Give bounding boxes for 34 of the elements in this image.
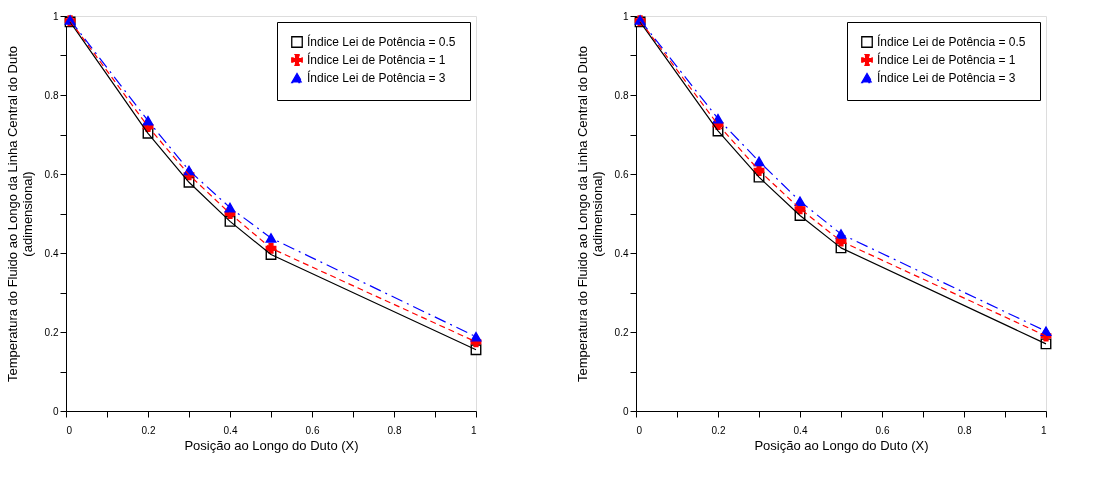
x-tick-label: 1 (470, 424, 477, 436)
y-tick-label: 0 (52, 405, 59, 417)
legend-label: Índice Lei de Potência = 0.5 (877, 34, 1026, 49)
x-tick-label: 0.6 (305, 424, 320, 436)
x-tick-label: 0.6 (875, 424, 890, 436)
x-tick-label: 0.2 (711, 424, 726, 436)
x-tick-label: 0 (66, 424, 73, 436)
x-tick-label: 0.2 (141, 424, 156, 436)
y-axis-title: Temperatura do Fluido ao Longo da Linha Central do Duto (adimensional) (574, 45, 605, 383)
x-tick-label: 0.8 (387, 424, 402, 436)
y-tick-label: 0.8 (614, 89, 629, 101)
y-tick-label: 0.4 (614, 247, 629, 259)
y-axis-title: Temperatura do Fluido ao Longo da Linha Central do Duto (adimensional) (4, 45, 35, 383)
x-axis-title: Posição ao Longo do Duto (X) (754, 437, 929, 453)
x-tick-label: 1 (1040, 424, 1047, 436)
x-tick-label: 0.4 (223, 424, 238, 436)
x-axis-title: Posição ao Longo do Duto (X) (184, 437, 359, 453)
x-tick-label: 0.4 (793, 424, 808, 436)
y-tick-label: 0.6 (44, 168, 59, 180)
legend-label: Índice Lei de Potência = 3 (877, 70, 1016, 85)
y-tick-label: 0.2 (44, 326, 59, 338)
legend-label: Índice Lei de Potência = 1 (877, 52, 1016, 67)
y-tick-label: 1 (622, 10, 629, 22)
y-tick-label: 0.6 (614, 168, 629, 180)
legend-label: Índice Lei de Potência = 0.5 (307, 34, 456, 49)
y-tick-label: 0.2 (614, 326, 629, 338)
y-tick-label: 0.4 (44, 247, 59, 259)
x-tick-label: 0 (636, 424, 643, 436)
legend-label: Índice Lei de Potência = 3 (307, 70, 446, 85)
legend-label: Índice Lei de Potência = 1 (307, 52, 446, 67)
y-tick-label: 0.8 (44, 89, 59, 101)
x-tick-label: 0.8 (957, 424, 972, 436)
y-tick-label: 0 (622, 405, 629, 417)
y-tick-label: 1 (52, 10, 59, 22)
